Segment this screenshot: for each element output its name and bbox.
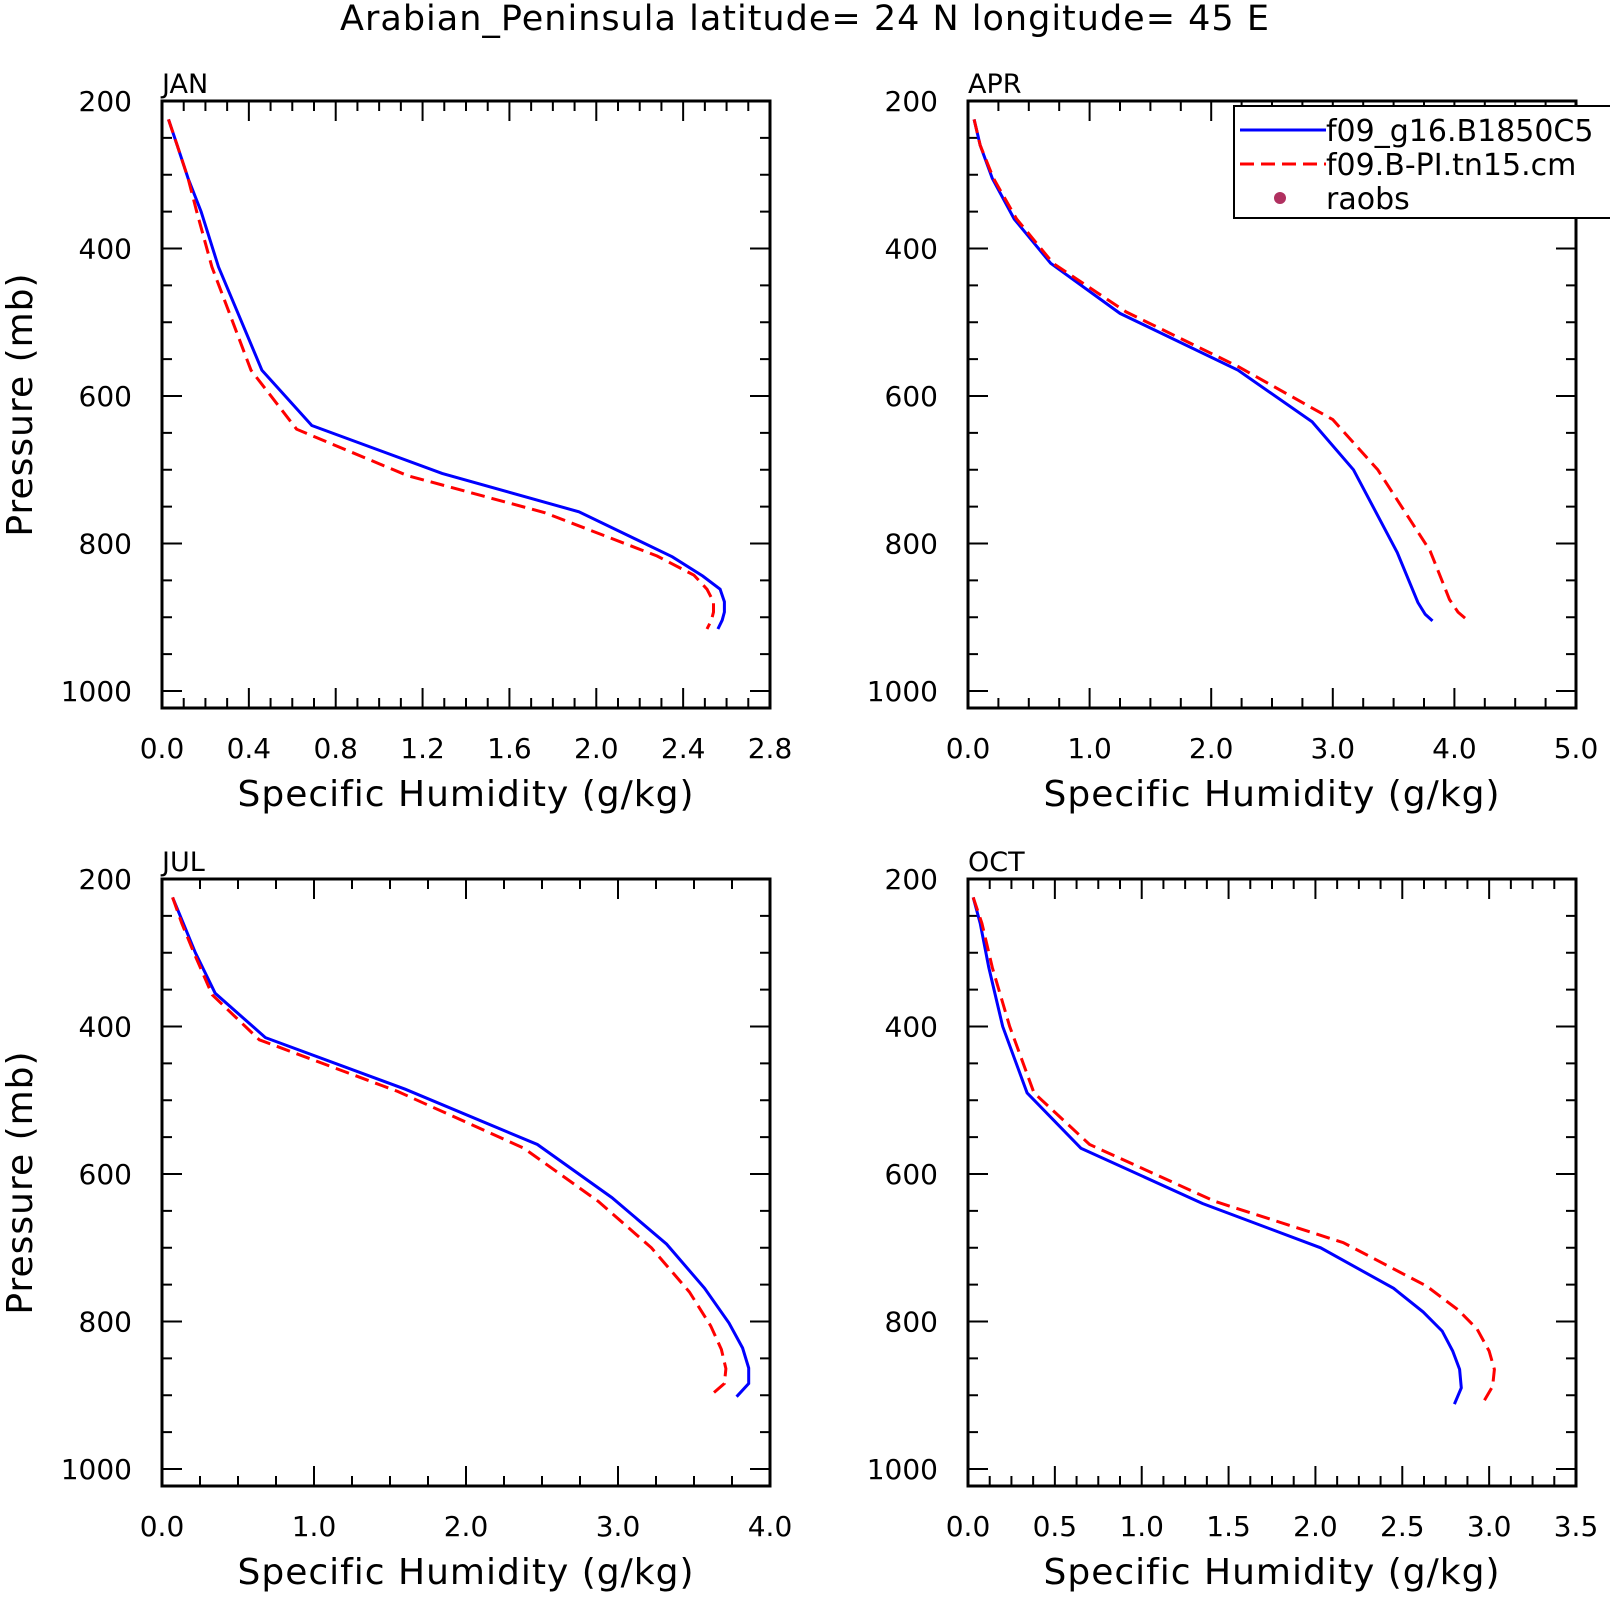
- panel-label: APR: [968, 69, 1022, 100]
- y-tick-label: 800: [885, 1306, 938, 1339]
- x-tick-label: 0.0: [140, 732, 185, 765]
- panel-label: OCT: [968, 847, 1025, 878]
- y-tick-label: 1000: [867, 1453, 938, 1486]
- x-tick-label: 2.0: [1293, 1510, 1338, 1543]
- plot-frame: [966, 877, 1578, 1488]
- x-tick-label: 1.0: [1067, 732, 1112, 765]
- x-tick-label: 5.0: [1554, 732, 1599, 765]
- legend-box: [1233, 105, 1610, 219]
- x-tick-label: 2.8: [748, 732, 793, 765]
- y-tick-label: 800: [79, 1306, 132, 1339]
- series-line-f09-g16: [167, 118, 726, 630]
- y-axis-label: Pressure (mb): [0, 272, 41, 536]
- panel-label: JAN: [160, 69, 208, 100]
- y-tick-label: 200: [79, 863, 132, 896]
- x-tick-label: 3.0: [596, 1510, 641, 1543]
- y-tick-label: 400: [79, 233, 132, 266]
- plot-frame: [160, 877, 772, 1488]
- x-tick-label: 3.5: [1554, 1510, 1599, 1543]
- x-axis-label: Specific Humidity (g/kg): [237, 774, 694, 815]
- x-tick-label: 3.0: [1311, 732, 1356, 765]
- legend-marker-raobs: [1274, 192, 1286, 204]
- x-tick-label: 0.5: [1033, 1510, 1078, 1543]
- x-axis-label: Specific Humidity (g/kg): [1043, 774, 1500, 815]
- plot-frame: [160, 99, 772, 710]
- panel-label: JUL: [160, 847, 205, 878]
- x-tick-label: 1.5: [1206, 1510, 1251, 1543]
- y-tick-label: 1000: [867, 675, 938, 708]
- x-tick-label: 0.0: [946, 1510, 991, 1543]
- y-tick-label: 200: [885, 863, 938, 896]
- x-tick-label: 2.4: [661, 732, 706, 765]
- x-tick-label: 0.4: [227, 732, 272, 765]
- y-tick-label: 400: [885, 233, 938, 266]
- x-tick-label: 2.5: [1380, 1510, 1425, 1543]
- series-line-f09-g16: [972, 119, 1434, 623]
- series-line-f09-b-pi: [167, 118, 715, 630]
- x-tick-label: 1.0: [292, 1510, 337, 1543]
- series-line-f09-b-pi: [971, 896, 1496, 1405]
- y-tick-label: 400: [885, 1011, 938, 1044]
- series-line-f09-b-pi: [171, 896, 728, 1398]
- series-line-f09-b-pi: [972, 119, 1468, 621]
- y-tick-label: 600: [885, 1158, 938, 1191]
- legend-label: raobs: [1326, 182, 1410, 217]
- y-tick-label: 800: [885, 528, 938, 561]
- legend-label: f09.B-PI.tn15.cm: [1326, 148, 1576, 183]
- y-tick-label: 400: [79, 1011, 132, 1044]
- y-tick-label: 200: [79, 85, 132, 118]
- x-tick-label: 4.0: [1432, 732, 1477, 765]
- x-axis-label: Specific Humidity (g/kg): [237, 1552, 694, 1593]
- x-tick-label: 0.8: [313, 732, 358, 765]
- y-tick-label: 200: [885, 85, 938, 118]
- y-tick-label: 1000: [61, 675, 132, 708]
- x-tick-label: 1.6: [487, 732, 532, 765]
- y-axis-label: Pressure (mb): [0, 1050, 41, 1314]
- y-tick-label: 800: [79, 528, 132, 561]
- y-tick-label: 600: [79, 1158, 132, 1191]
- x-axis-label: Specific Humidity (g/kg): [1043, 1552, 1500, 1593]
- y-tick-label: 600: [885, 380, 938, 413]
- x-tick-label: 4.0: [748, 1510, 793, 1543]
- y-tick-label: 1000: [61, 1453, 132, 1486]
- x-tick-label: 1.2: [400, 732, 445, 765]
- x-tick-label: 3.0: [1467, 1510, 1512, 1543]
- x-tick-label: 0.0: [140, 1510, 185, 1543]
- series-line-f09-g16: [171, 896, 751, 1398]
- y-tick-label: 600: [79, 380, 132, 413]
- x-tick-label: 2.0: [1189, 732, 1234, 765]
- x-tick-label: 2.0: [574, 732, 619, 765]
- x-tick-label: 1.0: [1119, 1510, 1164, 1543]
- series-line-f09-g16: [971, 897, 1463, 1405]
- x-tick-label: 0.0: [946, 732, 991, 765]
- legend-label: f09_g16.B1850C5: [1326, 114, 1593, 149]
- figure-title: Arabian_Peninsula latitude= 24 N longitu…: [340, 0, 1270, 39]
- x-tick-label: 2.0: [444, 1510, 489, 1543]
